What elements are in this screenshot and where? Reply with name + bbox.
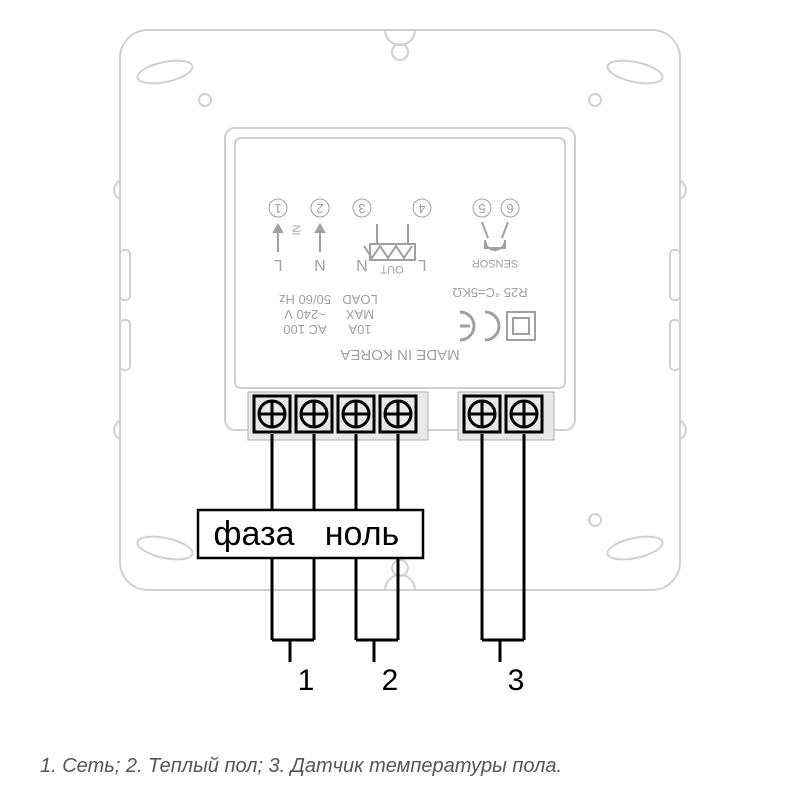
tn1: 1 [274, 201, 281, 216]
spec-l1: ~240 V [284, 307, 326, 322]
spec-l2: 50/60 Hz [279, 292, 331, 307]
mounting-plate [114, 30, 686, 590]
tn4: 4 [418, 201, 425, 216]
wire-label-1: 1 [298, 664, 315, 697]
tn6: 6 [506, 201, 513, 216]
in-label: IN [291, 224, 303, 235]
out-N: N [356, 256, 368, 273]
tn2: 2 [316, 201, 323, 216]
r25-label: R25 °C=5KΩ [452, 285, 528, 300]
spec-r0: 10A [348, 322, 371, 337]
in-N: N [314, 256, 326, 273]
wire-label-2: 2 [382, 664, 399, 697]
wire-number-labels: 1 2 3 [298, 664, 525, 697]
sensor-label: SENSOR [472, 257, 519, 269]
spec-l0: AC 100 [283, 322, 326, 337]
tn5: 5 [478, 201, 485, 216]
wiring-diagram: MADE IN KOREA AC 100 ~240 V 50/60 Hz 10A… [0, 0, 800, 720]
caption-text: 1. Сеть; 2. Теплый пол; 3. Датчик темпер… [40, 755, 562, 778]
out-label: OUT [380, 263, 404, 275]
spec-r1: MAX [346, 307, 375, 322]
made-in-label: MADE IN KOREA [340, 346, 459, 363]
phase-label: фаза [214, 515, 295, 553]
module-box: MADE IN KOREA AC 100 ~240 V 50/60 Hz 10A… [225, 128, 575, 430]
spec-r2: LOAD [342, 292, 377, 307]
null-label: ноль [325, 515, 400, 553]
phase-null-box: фаза ноль [198, 510, 423, 558]
wire-label-3: 3 [508, 664, 525, 697]
in-L: L [273, 256, 282, 273]
tn3: 3 [358, 201, 365, 216]
out-L: L [417, 256, 426, 273]
terminal-blocks [248, 392, 554, 440]
